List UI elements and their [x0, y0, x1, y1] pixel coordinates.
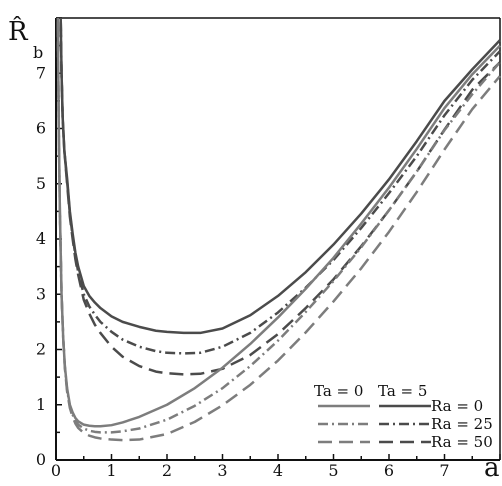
- y-tick-label: 1: [36, 395, 46, 414]
- x-tick-label: 0: [51, 461, 61, 480]
- legend-ra-label-2: Ra = 50: [431, 433, 493, 451]
- series-layer: [56, 18, 501, 442]
- x-tick-label: 6: [384, 461, 394, 480]
- tick-labels: 0 1 2 3 4 5 6 7 0 1 2 3 4 5 6 7: [36, 63, 450, 480]
- axis-titles: R̂ b a: [8, 16, 500, 483]
- series-line: [56, 18, 501, 428]
- legend-ra-label-1: Ra = 25: [431, 415, 493, 433]
- series-line: [59, 18, 501, 376]
- y-tick-label: 5: [36, 174, 46, 193]
- x-tick-label: 7: [439, 461, 449, 480]
- series-line: [59, 18, 501, 355]
- y-tick-label: 6: [36, 119, 46, 138]
- x-tick-label: 3: [217, 461, 227, 480]
- y-axis-title-main: R̂: [8, 16, 29, 47]
- x-tick-label: 2: [162, 461, 172, 480]
- legend-ra-label-0: Ra = 0: [431, 397, 483, 415]
- x-tick-label: 4: [273, 461, 283, 480]
- y-tick-label: 4: [36, 229, 46, 248]
- y-tick-label: 2: [36, 340, 46, 359]
- series-line: [56, 18, 501, 434]
- x-tick-label: 5: [328, 461, 338, 480]
- y-tick-label: 0: [36, 450, 46, 469]
- x-axis-title: a: [484, 453, 500, 482]
- y-tick-label: 3: [36, 284, 46, 303]
- series-line: [56, 18, 501, 442]
- legend-ta-label-0: Ta = 0: [314, 382, 363, 400]
- ticks: [55, 17, 501, 461]
- plot-frame: [55, 17, 501, 461]
- legend: Ta = 0 Ta = 5 Ra = 0 Ra = 25 Ra = 50: [314, 382, 493, 451]
- x-tick-label: 1: [106, 461, 116, 480]
- legend-ta-label-1: Ta = 5: [378, 382, 427, 400]
- y-axis-title-subscript: b: [33, 43, 43, 62]
- y-tick-label: 7: [36, 63, 46, 82]
